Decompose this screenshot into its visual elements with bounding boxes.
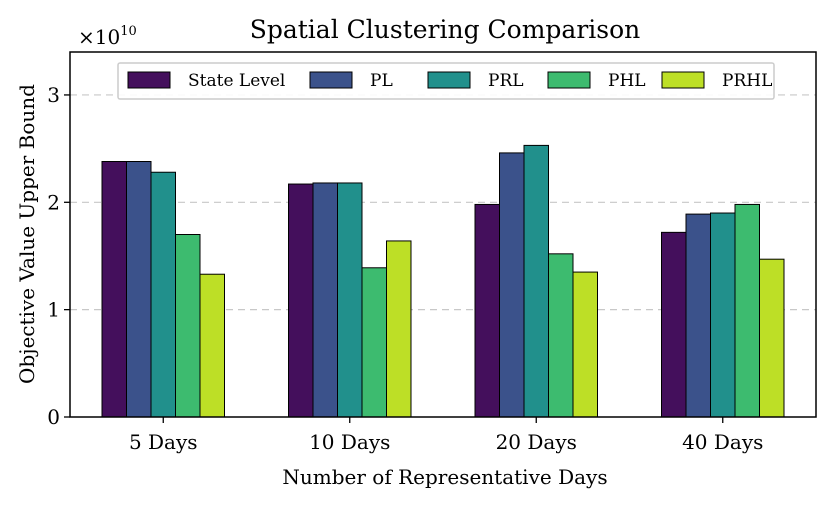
bar-phl (548, 253, 574, 418)
bar-phl (734, 203, 760, 418)
bar-state-level (661, 231, 687, 418)
legend-swatch (309, 71, 353, 89)
x-tick-label: 20 Days (496, 430, 577, 454)
legend-label: PRHL (722, 71, 772, 91)
bar-prl (710, 212, 736, 418)
y-multiplier-exponent: 10 (120, 24, 137, 39)
bar-phl (361, 267, 387, 418)
legend-label: PRL (488, 71, 524, 91)
bar-prl (337, 182, 363, 418)
bar-phl (175, 234, 201, 418)
bar-prhl (572, 271, 598, 418)
bar-pl (126, 161, 152, 418)
bars (101, 144, 785, 418)
legend-swatch (547, 71, 591, 89)
bar-pl (312, 182, 338, 418)
y-tick-label: 2 (47, 190, 60, 214)
bar-state-level (288, 183, 314, 418)
chart-title: Spatial Clustering Comparison (250, 15, 641, 44)
y-ticks: 0 1 2 3 (47, 83, 70, 429)
x-ticks: 5 Days 10 Days 20 Days 40 Days (129, 417, 763, 454)
legend: State Level PL PRL PHL PRHL (117, 62, 775, 100)
legend-swatch (127, 71, 171, 89)
x-axis-label: Number of Representative Days (282, 465, 607, 489)
legend-label: State Level (188, 71, 285, 91)
legend-swatch (427, 71, 471, 89)
legend-label: PHL (608, 71, 646, 91)
legend-swatch (661, 71, 705, 89)
bar-prhl (199, 273, 225, 418)
x-tick-label: 10 Days (309, 430, 390, 454)
plot-frame (69, 51, 817, 418)
legend-label: PL (370, 71, 393, 91)
bar-pl (685, 213, 711, 418)
y-axis-label: Objective Value Upper Bound (15, 84, 39, 384)
y-tick-label: 0 (47, 405, 60, 429)
bar-prhl (386, 240, 412, 418)
bar-pl (499, 152, 525, 418)
y-tick-label: 3 (47, 83, 60, 107)
x-tick-label: 5 Days (129, 430, 198, 454)
bar-state-level (101, 161, 127, 418)
y-multiplier: ×1010 (78, 24, 137, 49)
bar-state-level (474, 203, 500, 418)
y-tick-label: 1 (47, 298, 60, 322)
bar-prhl (759, 258, 785, 418)
y-multiplier-base: ×10 (78, 25, 120, 49)
bar-prl (523, 144, 549, 418)
bar-prl (150, 171, 176, 418)
x-tick-label: 40 Days (682, 430, 763, 454)
